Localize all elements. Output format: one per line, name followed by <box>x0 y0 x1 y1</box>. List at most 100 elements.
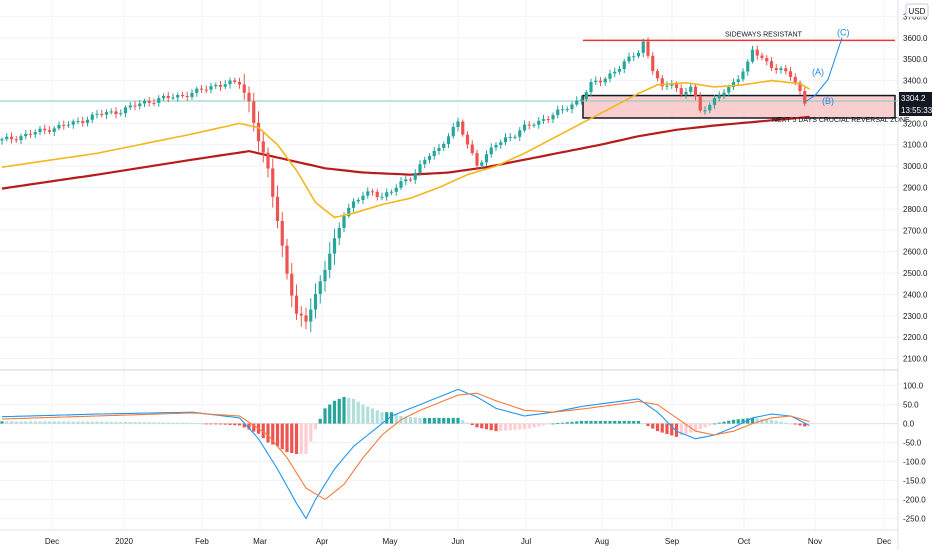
candle <box>5 133 9 142</box>
macd-histogram-bar <box>361 404 365 424</box>
candle <box>366 187 370 199</box>
time-tick-label: Nov <box>808 537 822 546</box>
macd-histogram-bar <box>518 423 522 430</box>
candle <box>90 112 94 124</box>
reversal-zone-box <box>582 94 896 119</box>
price-tick-label: 3500.0 <box>903 55 928 64</box>
macd-histogram-bar <box>793 423 797 425</box>
candle <box>161 93 166 101</box>
macd-histogram-bar <box>104 421 109 424</box>
macd-histogram-bar <box>14 421 18 424</box>
macd-histogram-bar <box>385 412 389 424</box>
ma-long-line <box>1 115 810 190</box>
macd-histogram-bar <box>708 423 712 426</box>
macd-histogram-bar <box>423 417 427 424</box>
macd-histogram-bar <box>651 423 655 429</box>
macd-histogram-bar <box>147 422 151 424</box>
macd-histogram-bar <box>242 423 246 428</box>
macd-histogram-bar <box>299 423 303 454</box>
candle <box>641 38 645 58</box>
candle <box>484 150 489 167</box>
macd-histogram-bar <box>28 421 33 424</box>
macd-tick-label: -100.0 <box>903 458 926 467</box>
macd-histogram-bar <box>442 417 446 424</box>
candle <box>237 77 242 89</box>
time-axis: Dec 2020 Feb Mar Apr May Jun Jul Aug Sep Oct Nov Dec <box>45 537 891 546</box>
candle <box>351 198 356 213</box>
candle <box>522 120 527 133</box>
wave-c-label: (C) <box>837 28 850 38</box>
macd-histogram-bar <box>43 421 47 424</box>
candle <box>475 149 479 170</box>
macd-histogram-bar <box>589 420 593 424</box>
time-tick-label: Jun <box>452 537 465 546</box>
last-price-badge <box>899 92 932 104</box>
candle <box>750 45 755 64</box>
countdown-value: 13:55:33 <box>901 106 932 115</box>
candle <box>408 177 413 182</box>
price-tick-label: 3400.0 <box>903 77 928 86</box>
macd-tick-label: -150.0 <box>903 477 926 486</box>
macd-histogram-bar <box>670 423 674 436</box>
macd-histogram-bar <box>622 420 626 424</box>
candle <box>57 121 61 131</box>
candle <box>651 51 655 76</box>
currency-box[interactable] <box>905 3 929 18</box>
candle <box>579 95 584 105</box>
candle <box>632 52 636 61</box>
candle <box>171 93 175 101</box>
macd-histogram-bar <box>484 423 489 430</box>
macd-histogram-bar <box>52 421 56 424</box>
macd-histogram-bar <box>66 421 71 424</box>
ma-short-line <box>1 79 810 219</box>
price-tick-label: 2100.0 <box>903 355 928 364</box>
candle <box>313 283 318 319</box>
candle <box>413 169 417 184</box>
time-tick-label: May <box>382 537 397 546</box>
macd-histogram-bar <box>109 421 113 424</box>
candle <box>323 260 327 292</box>
macd-histogram-bar <box>660 423 664 433</box>
macd-histogram-bar <box>551 423 555 425</box>
candle <box>394 184 398 196</box>
long-moving-average <box>1 115 810 190</box>
candle <box>660 74 664 91</box>
candle <box>95 109 99 119</box>
wave-a-label: (A) <box>812 67 824 77</box>
candle <box>337 222 341 245</box>
candle <box>71 119 75 129</box>
macd-histogram-bar <box>546 423 550 425</box>
candle <box>19 133 23 145</box>
candle <box>503 133 508 146</box>
candle <box>532 122 536 128</box>
candle <box>703 106 707 115</box>
candle <box>290 262 294 308</box>
candle <box>423 156 427 169</box>
time-tick-label: Jul <box>521 537 531 546</box>
macd-histogram-bar <box>214 423 218 425</box>
candle <box>109 108 113 115</box>
macd-histogram-bar <box>266 423 270 443</box>
macd-histogram-bar <box>575 421 579 424</box>
macd-histogram-bar <box>674 423 679 437</box>
candle <box>589 78 593 97</box>
short-moving-average <box>1 79 810 219</box>
candle <box>451 122 455 139</box>
macd-histogram-bar <box>9 421 14 424</box>
macd-histogram-bar <box>128 422 132 424</box>
candle <box>347 203 351 218</box>
candle <box>133 101 137 111</box>
candle <box>712 95 717 109</box>
macd-histogram-bar <box>451 417 455 424</box>
macd-histogram-bar <box>318 418 322 424</box>
macd-histogram-bar <box>261 423 265 439</box>
macd-histogram-bar <box>142 422 147 424</box>
macd-histogram-bar <box>755 418 759 424</box>
candle <box>375 188 379 201</box>
macd-histogram-bar <box>608 420 612 424</box>
candle <box>100 109 104 118</box>
macd-histogram-bar <box>765 419 769 424</box>
macd-histogram-bar <box>746 418 750 424</box>
candle <box>717 91 721 102</box>
